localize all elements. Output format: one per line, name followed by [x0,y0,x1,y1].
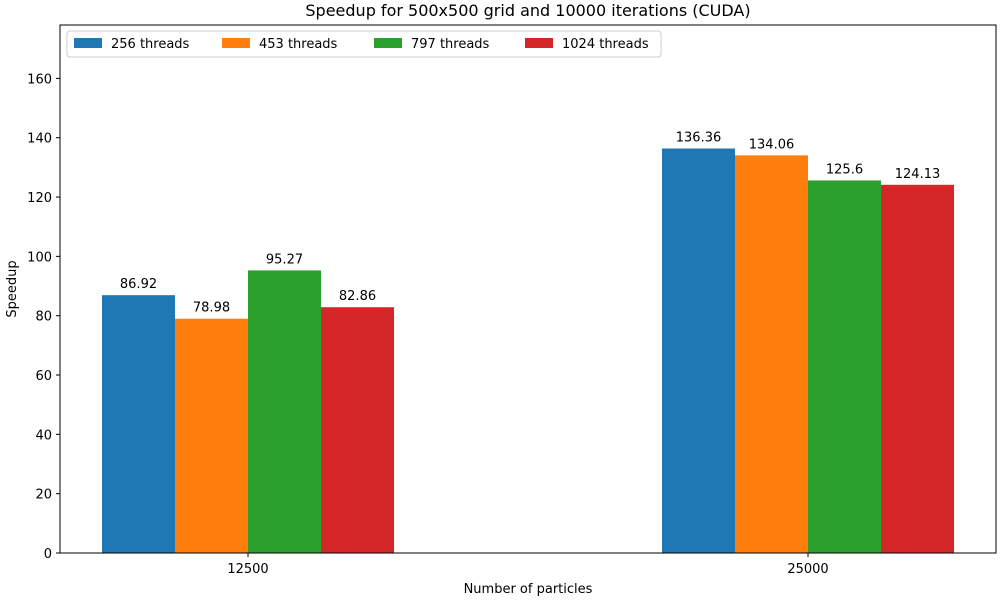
x-tick-label: 12500 [227,562,268,577]
plot-area: 86.92 136.36 78.98 134.06 95.27 125.6 82.86 124… [27,24,997,577]
data-label: 125.6 [826,162,863,177]
y-tick-label: 160 [27,72,52,87]
legend: 256 threads 453 threads 797 threads 1024 th… [66,30,662,58]
bar-453-threads-25000 [735,155,808,554]
y-tick-label: 140 [27,132,52,147]
bar-256-threads-12500 [102,295,175,553]
data-label: 82.86 [339,289,376,304]
legend-label: 453 threads [259,37,338,52]
legend-swatch [525,38,553,48]
legend-swatch [222,38,250,48]
chart-title: Speedup for 500x500 grid and 10000 itera… [305,1,750,20]
data-label: 134.06 [749,137,795,152]
y-tick-label: 80 [35,310,52,325]
legend-swatch [374,38,402,48]
bar-453-threads-12500 [175,318,248,553]
y-axis-label: Speedup [5,260,20,317]
legend-label: 797 threads [411,37,490,52]
legend-label: 1024 threads [562,37,649,52]
data-label: 78.98 [193,301,230,316]
legend-swatch [74,38,102,48]
bar-797-threads-25000 [808,180,881,553]
data-label: 136.36 [676,131,722,146]
bar-1024-threads-25000 [881,184,954,553]
y-tick-label: 100 [27,250,52,265]
y-tick-label: 120 [27,191,52,206]
data-label: 95.27 [266,252,303,267]
y-tick-label: 40 [35,428,52,443]
y-tick-label: 20 [35,488,52,503]
bar-1024-threads-12500 [321,307,394,553]
data-label: 86.92 [120,277,157,292]
y-tick-label: 0 [44,547,52,562]
x-tick-label: 25000 [787,562,828,577]
plot-frame [59,24,997,554]
legend-box [66,30,662,58]
data-label: 124.13 [895,167,941,182]
x-axis-label: Number of particles [464,582,593,597]
y-tick-label: 60 [35,369,52,384]
bar-256-threads-25000 [662,148,735,553]
bar-797-threads-12500 [248,270,321,553]
legend-label: 256 threads [111,37,190,52]
